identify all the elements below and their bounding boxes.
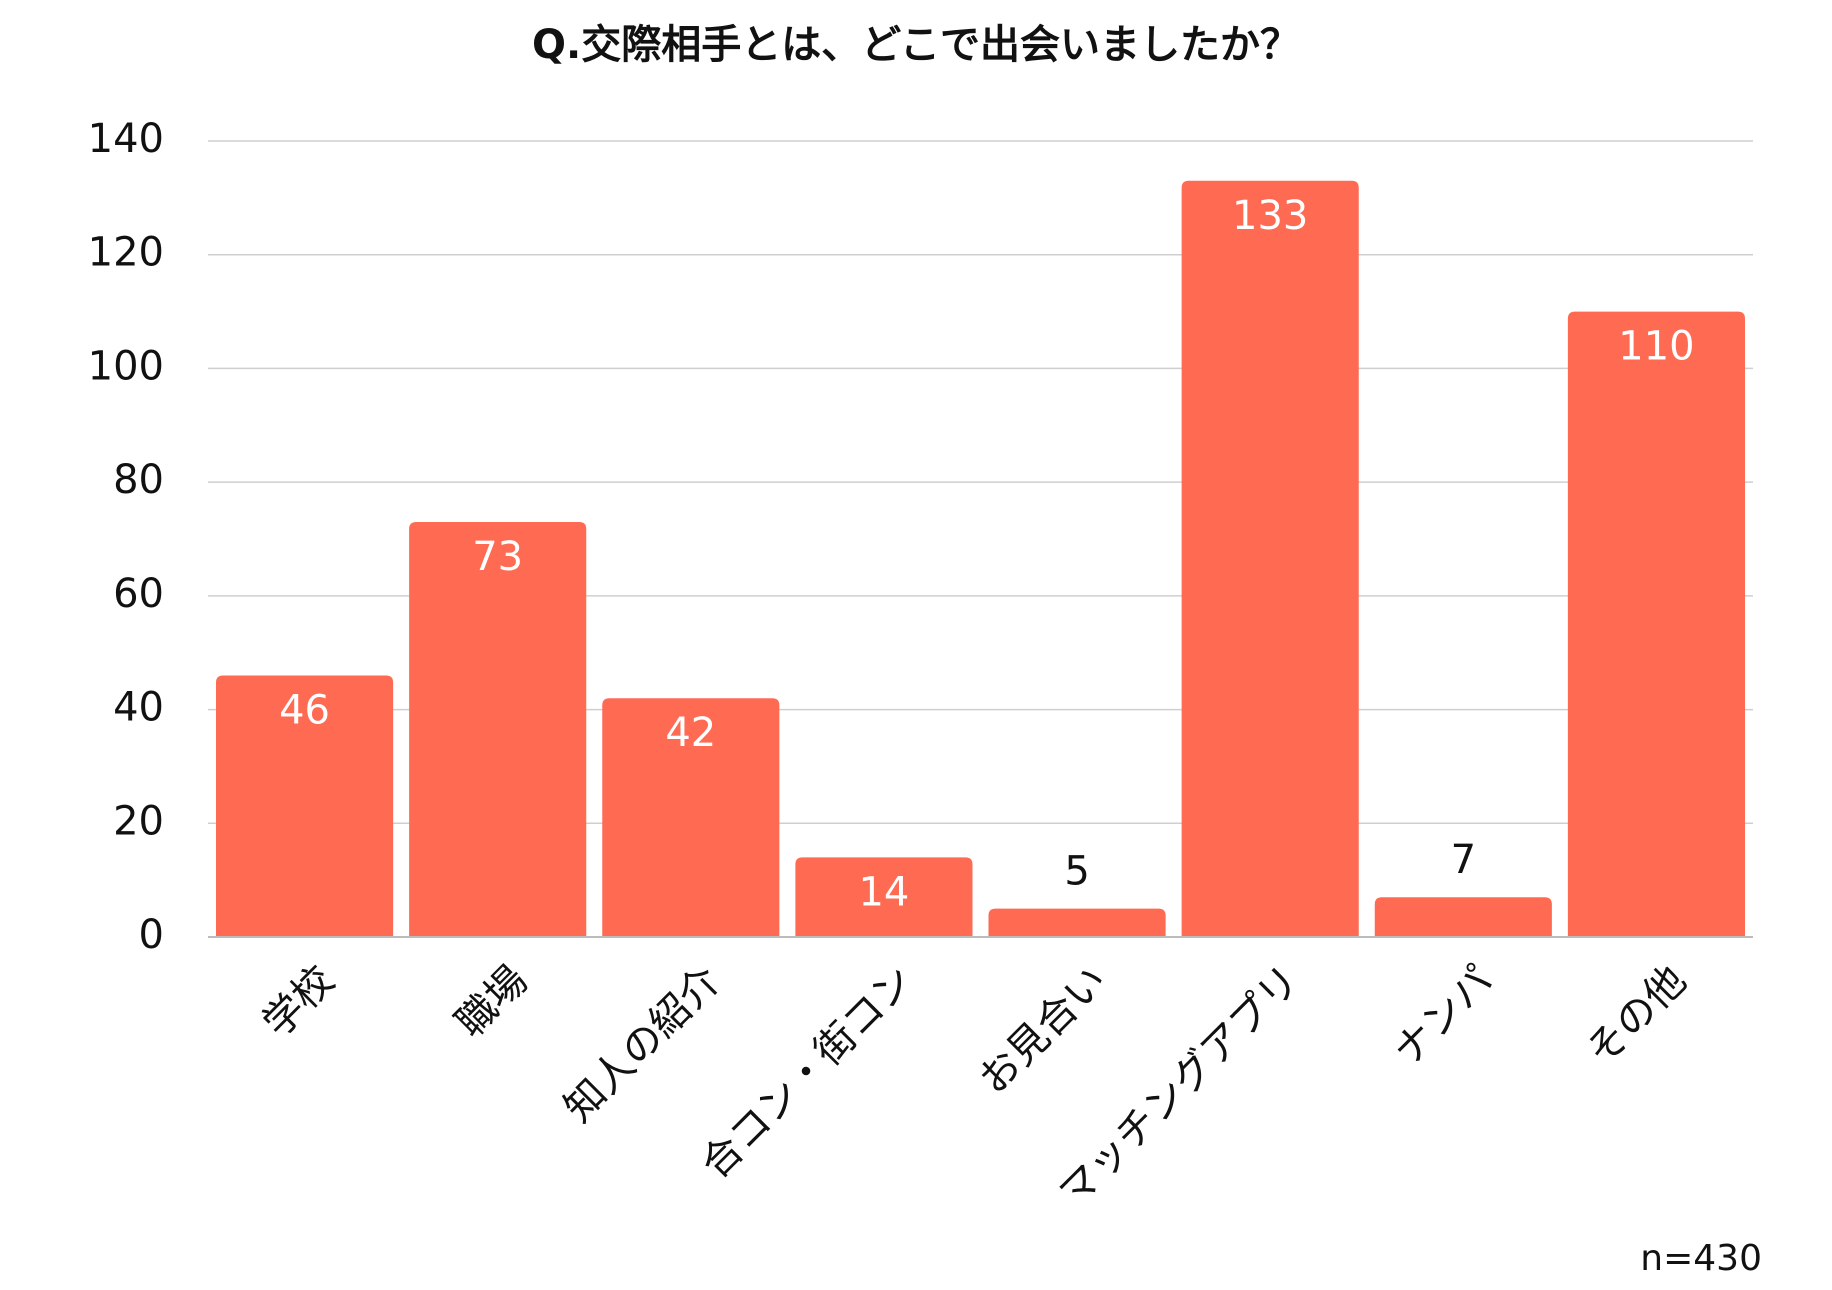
- data-label: 46: [279, 687, 330, 733]
- data-label: 73: [472, 534, 523, 580]
- chart-title: Q.交際相手とは、どこで出会いましたか？: [532, 22, 1300, 68]
- bar: [602, 698, 780, 937]
- y-tick-label: 100: [88, 343, 164, 389]
- y-tick-label: 0: [139, 912, 164, 958]
- bar: [1181, 180, 1359, 938]
- y-tick-label: 60: [113, 571, 164, 617]
- y-tick-label: 40: [113, 685, 164, 731]
- data-label: 5: [1064, 849, 1089, 895]
- y-tick-label: 140: [88, 116, 164, 162]
- data-label: 110: [1618, 324, 1694, 370]
- data-label: 7: [1451, 837, 1476, 883]
- bar: [1567, 311, 1745, 938]
- bar: [988, 908, 1166, 937]
- bar: [1374, 897, 1552, 937]
- bar: [216, 675, 394, 937]
- y-tick-label: 20: [113, 798, 164, 844]
- data-label: 133: [1232, 193, 1308, 239]
- data-label: 14: [858, 869, 909, 915]
- sample-size-note: n=430: [1640, 1238, 1762, 1279]
- data-label: 42: [665, 710, 716, 756]
- y-tick-label: 80: [113, 457, 164, 503]
- y-tick-label: 120: [88, 230, 164, 276]
- bar: [795, 857, 973, 937]
- bar: [409, 521, 587, 937]
